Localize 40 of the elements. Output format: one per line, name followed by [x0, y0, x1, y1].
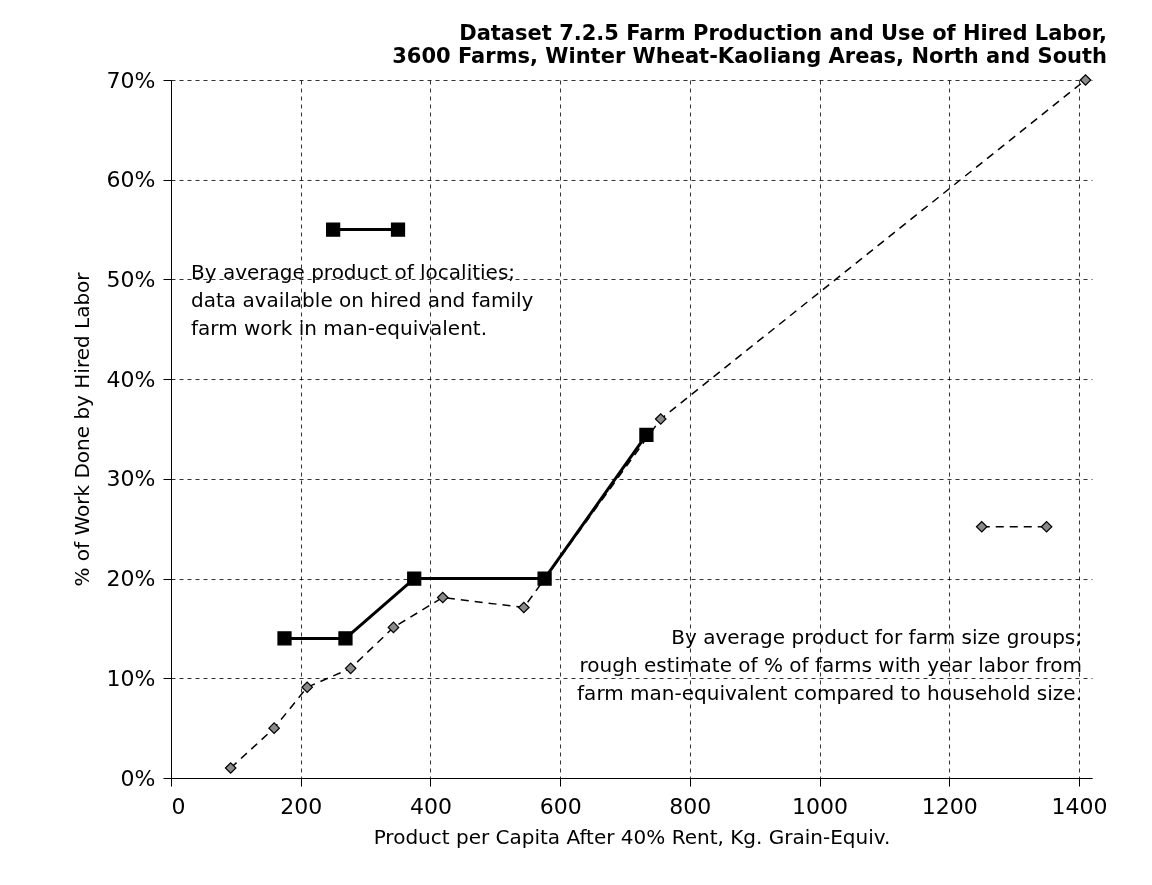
point [224, 762, 237, 774]
y-tick-label: 40% [106, 366, 156, 392]
y-tick-label: 20% [106, 566, 156, 592]
y-tick-label: 60% [106, 167, 156, 193]
x-tick-label: 1200 [921, 793, 978, 819]
x-tick-label: 200 [280, 793, 323, 819]
y-axis-title: % of Work Done by Hired Labor [69, 271, 94, 587]
x-tick-label: 0 [171, 793, 186, 819]
point [1040, 520, 1053, 533]
point [390, 222, 406, 237]
x-tick-label: 400 [409, 793, 452, 819]
point [326, 222, 341, 237]
text: 3600 Farms, Winter Wheat-Kaoliang Areas, North and South [392, 44, 1108, 68]
point [277, 631, 292, 646]
x-axis-title: Product per Capita After 40% Rent, Kg. Grain-Equiv. [373, 824, 891, 849]
y-tick-label: 70% [106, 67, 156, 93]
annotation: By average product of localities; data available on hired and family farm work in man-equivalent. [191, 259, 534, 340]
point [639, 427, 654, 443]
y-tick-label: 50% [106, 266, 156, 292]
point [537, 571, 552, 586]
point [344, 662, 357, 675]
point [1079, 74, 1092, 86]
point [517, 601, 530, 614]
text: Dataset 7.2.5 Farm Production and Use of Hired Labor, [459, 21, 1108, 45]
x-tick-label: 1000 [792, 793, 849, 819]
point [407, 571, 422, 586]
point [338, 631, 353, 646]
point [654, 413, 667, 425]
point [975, 520, 988, 533]
x-tick-label: 600 [539, 793, 582, 819]
y-tick-label: 30% [106, 466, 156, 492]
y-tick-label: 10% [106, 665, 156, 691]
point [301, 681, 314, 694]
annotation: By average product for farm size groups; rough estimate of % of farms with year labor from farm man-equivalent compared to household size. [577, 624, 1082, 705]
x-tick-label: 800 [669, 793, 712, 819]
x-tick-label: 1400 [1051, 793, 1108, 819]
point [436, 591, 449, 604]
point [268, 722, 280, 734]
point [387, 621, 400, 634]
y-tick-label: 0% [120, 765, 156, 791]
